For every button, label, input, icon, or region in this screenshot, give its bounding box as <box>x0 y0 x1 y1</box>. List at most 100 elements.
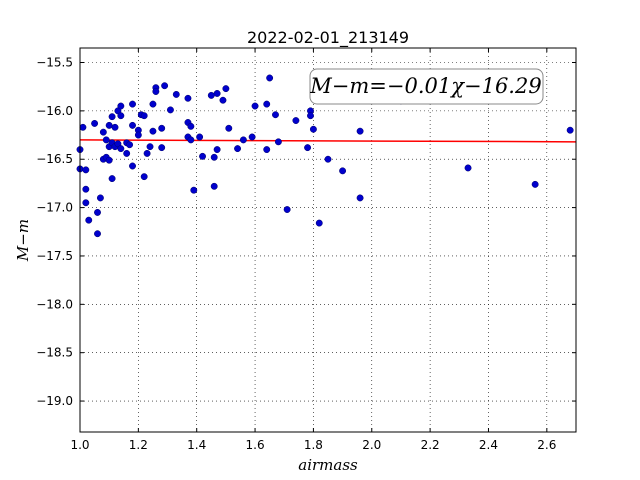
data-point <box>143 149 151 157</box>
data-point <box>274 138 282 146</box>
data-point <box>251 102 259 110</box>
fit-line-group <box>79 139 577 143</box>
data-point <box>126 141 134 149</box>
data-point <box>263 146 271 154</box>
y-tick-label: −15.5 <box>36 56 73 70</box>
data-point <box>94 230 101 238</box>
data-point <box>85 216 93 224</box>
x-tick-label: 1.2 <box>129 438 148 452</box>
y-tick-label: −16.0 <box>36 104 73 118</box>
data-point <box>263 100 271 108</box>
y-tick-label: −16.5 <box>36 152 73 166</box>
x-tick-label: 1.0 <box>70 438 89 452</box>
data-point <box>248 133 256 141</box>
data-point <box>356 194 364 202</box>
x-tick-label: 2.6 <box>537 438 556 452</box>
data-point <box>82 185 90 193</box>
plot-frame <box>79 47 577 433</box>
data-point <box>213 146 221 154</box>
data-point <box>94 208 101 216</box>
data-point <box>566 126 574 134</box>
y-tick-label: −17.0 <box>36 201 73 215</box>
data-point <box>356 127 364 135</box>
equation-box-frame <box>309 68 544 105</box>
data-point <box>91 119 99 127</box>
data-point <box>79 123 87 131</box>
data-point <box>283 206 291 213</box>
data-point <box>225 124 233 132</box>
data-point <box>129 162 136 170</box>
data-point <box>123 149 131 157</box>
data-point <box>99 128 107 136</box>
data-point <box>309 125 317 133</box>
data-point <box>187 122 195 130</box>
data-point <box>129 121 136 129</box>
chart-title: 2022-02-01_213149 <box>247 28 409 48</box>
data-point <box>134 131 142 139</box>
fit-equation-box: M−m=−0.01χ−16.29 <box>309 68 544 105</box>
data-point <box>324 155 332 163</box>
data-point <box>190 186 198 194</box>
x-tick-label: 1.6 <box>246 438 265 452</box>
data-point <box>239 136 247 144</box>
y-axis-label: M−m <box>14 219 32 262</box>
x-tick-label: 2.4 <box>479 438 498 452</box>
data-point <box>172 90 180 98</box>
data-point <box>105 156 113 164</box>
data-point <box>213 90 221 97</box>
data-point <box>82 166 90 174</box>
data-point <box>149 100 157 108</box>
data-point <box>105 121 113 129</box>
data-point <box>149 127 157 135</box>
data-point <box>117 112 125 120</box>
y-axis-ticks: −15.5 −16.0 −16.5 −17.0 −17.5 −18.0 −18.5 −19.0 <box>36 56 576 408</box>
data-point <box>108 175 116 183</box>
data-point <box>464 164 472 172</box>
data-point <box>210 182 218 190</box>
x-tick-label: 2.2 <box>421 438 440 452</box>
data-point <box>140 173 148 181</box>
data-point <box>315 219 323 227</box>
data-point <box>140 112 148 120</box>
data-point <box>219 96 227 104</box>
data-point <box>187 136 195 144</box>
data-point <box>96 194 104 202</box>
x-tick-label: 2.0 <box>362 438 381 452</box>
x-tick-label: 1.4 <box>187 438 206 452</box>
data-point <box>184 94 192 102</box>
data-point <box>222 85 230 93</box>
data-point <box>108 113 116 121</box>
data-point <box>207 91 215 99</box>
data-point <box>158 124 166 132</box>
data-point <box>339 167 347 175</box>
y-tick-label: −19.0 <box>36 394 73 408</box>
data-point <box>272 111 279 119</box>
data-point <box>152 88 160 95</box>
data-point <box>166 106 174 114</box>
data-point <box>117 145 125 153</box>
fit-line <box>79 139 577 143</box>
data-point <box>210 153 218 161</box>
data-point <box>292 117 300 124</box>
y-tick-label: −17.5 <box>36 249 73 263</box>
x-axis-label: airmass <box>298 456 358 474</box>
data-point <box>266 74 274 82</box>
data-point <box>82 199 90 207</box>
data-point <box>129 100 136 108</box>
data-point <box>234 145 242 153</box>
fit-equation: M−m=−0.01χ−16.29 <box>309 74 541 98</box>
x-tick-label: 1.8 <box>304 438 323 452</box>
data-point <box>102 136 110 144</box>
data-point <box>307 112 314 120</box>
y-tick-label: −18.0 <box>36 297 73 311</box>
data-point <box>304 144 312 152</box>
data-point <box>111 123 119 131</box>
data-point <box>531 180 539 188</box>
data-points <box>76 74 574 238</box>
data-point <box>117 102 125 110</box>
data-point <box>199 152 206 160</box>
data-point <box>146 143 154 151</box>
y-tick-label: −18.5 <box>36 346 73 360</box>
x-axis-ticks: 1.0 1.2 1.4 1.6 1.8 2.0 2.2 2.4 2.6 <box>70 48 556 452</box>
